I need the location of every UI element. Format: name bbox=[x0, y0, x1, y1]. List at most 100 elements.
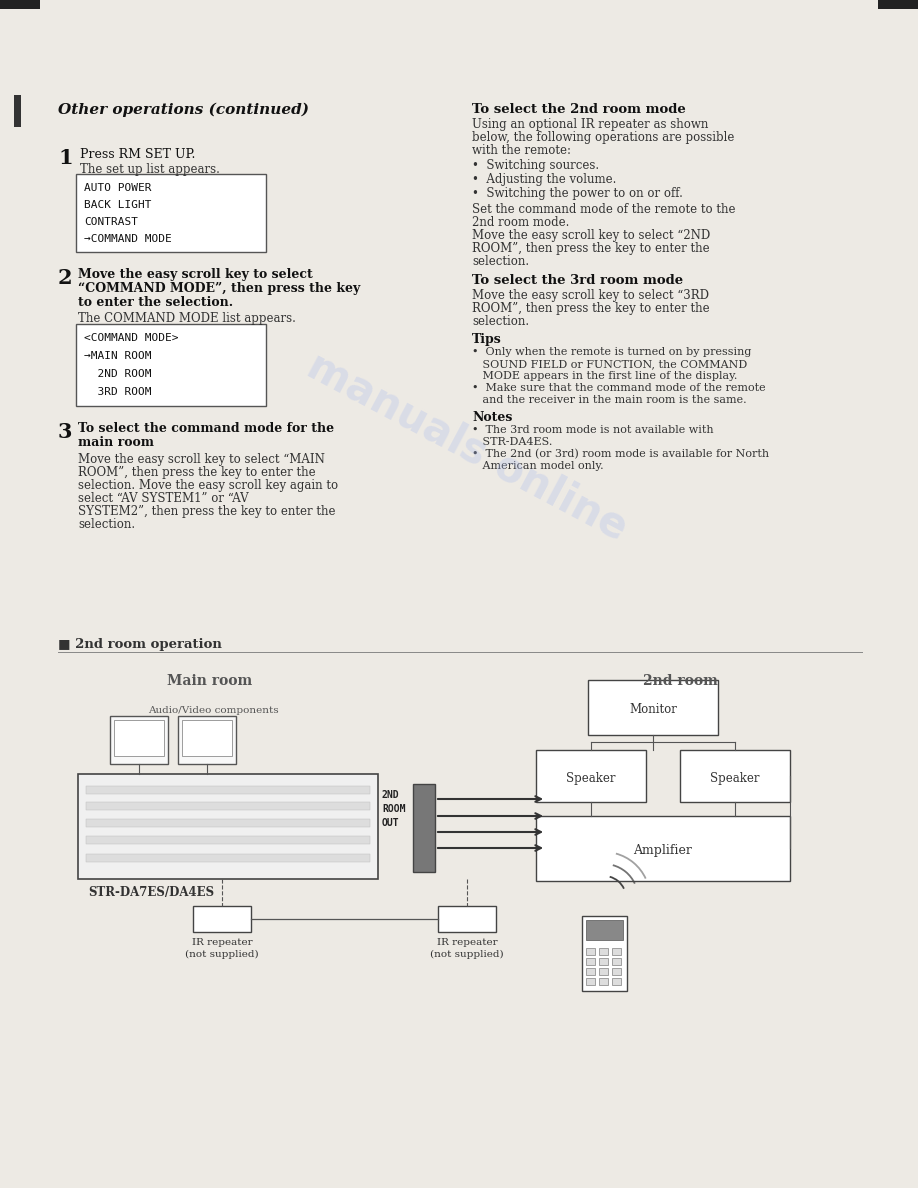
Text: Move the easy scroll key to select “3RD: Move the easy scroll key to select “3RD bbox=[472, 289, 709, 302]
Bar bbox=[536, 816, 790, 881]
Bar bbox=[586, 948, 595, 955]
Text: selection. Move the easy scroll key again to: selection. Move the easy scroll key agai… bbox=[78, 479, 338, 492]
Bar bbox=[438, 906, 496, 933]
Text: 3: 3 bbox=[58, 422, 73, 442]
Text: ROOM”, then press the key to enter the: ROOM”, then press the key to enter the bbox=[78, 466, 316, 479]
Text: to enter the selection.: to enter the selection. bbox=[78, 296, 233, 309]
Text: To select the command mode for the: To select the command mode for the bbox=[78, 422, 334, 435]
Bar bbox=[0, 0, 40, 10]
Bar bbox=[586, 920, 623, 940]
Text: Press RM SET UP.: Press RM SET UP. bbox=[80, 148, 196, 162]
Text: •  Adjusting the volume.: • Adjusting the volume. bbox=[472, 173, 616, 187]
Bar bbox=[86, 854, 370, 862]
Text: IR repeater: IR repeater bbox=[437, 939, 498, 947]
Text: BACK LIGHT: BACK LIGHT bbox=[84, 200, 151, 210]
Bar bbox=[612, 958, 621, 965]
Text: To select the 2nd room mode: To select the 2nd room mode bbox=[472, 103, 686, 116]
Bar bbox=[586, 978, 595, 985]
Text: Amplifier: Amplifier bbox=[633, 843, 692, 857]
Text: 2nd room: 2nd room bbox=[643, 674, 718, 688]
Bar bbox=[76, 324, 266, 406]
Text: selection.: selection. bbox=[472, 255, 529, 268]
Text: Tips: Tips bbox=[472, 333, 502, 346]
Text: American model only.: American model only. bbox=[472, 461, 604, 470]
Text: 2nd room mode.: 2nd room mode. bbox=[472, 216, 569, 229]
Bar bbox=[114, 720, 164, 756]
Bar bbox=[413, 784, 435, 872]
Text: Main room: Main room bbox=[167, 674, 252, 688]
Bar bbox=[582, 916, 627, 991]
Bar bbox=[86, 786, 370, 794]
Text: ■ 2nd room operation: ■ 2nd room operation bbox=[58, 638, 222, 651]
Bar bbox=[586, 968, 595, 975]
Bar bbox=[612, 968, 621, 975]
Bar bbox=[599, 948, 608, 955]
Text: Using an optional IR repeater as shown: Using an optional IR repeater as shown bbox=[472, 118, 709, 131]
Bar bbox=[86, 819, 370, 827]
Text: →COMMAND MODE: →COMMAND MODE bbox=[84, 234, 172, 244]
Text: Set the command mode of the remote to the: Set the command mode of the remote to th… bbox=[472, 203, 735, 216]
Bar bbox=[536, 750, 646, 802]
Text: →MAIN ROOM: →MAIN ROOM bbox=[84, 350, 151, 361]
Text: Speaker: Speaker bbox=[711, 772, 760, 785]
Text: •  The 2nd (or 3rd) room mode is available for North: • The 2nd (or 3rd) room mode is availabl… bbox=[472, 449, 769, 460]
Text: Move the easy scroll key to select “2ND: Move the easy scroll key to select “2ND bbox=[472, 229, 711, 242]
Text: 2ND ROOM: 2ND ROOM bbox=[84, 369, 151, 379]
Text: •  Switching the power to on or off.: • Switching the power to on or off. bbox=[472, 187, 683, 200]
Text: Move the easy scroll key to select: Move the easy scroll key to select bbox=[78, 268, 313, 282]
Text: (not supplied): (not supplied) bbox=[431, 950, 504, 959]
Text: with the remote:: with the remote: bbox=[472, 144, 571, 157]
Text: ROOM”, then press the key to enter the: ROOM”, then press the key to enter the bbox=[472, 242, 710, 255]
Bar bbox=[86, 836, 370, 843]
Bar bbox=[599, 968, 608, 975]
Text: STR-DA7ES/DA4ES: STR-DA7ES/DA4ES bbox=[88, 886, 214, 899]
Bar bbox=[86, 802, 370, 810]
Text: “COMMAND MODE”, then press the key: “COMMAND MODE”, then press the key bbox=[78, 282, 360, 295]
Text: 3RD ROOM: 3RD ROOM bbox=[84, 387, 151, 397]
Text: The COMMAND MODE list appears.: The COMMAND MODE list appears. bbox=[78, 312, 296, 326]
Bar bbox=[612, 948, 621, 955]
Text: Monitor: Monitor bbox=[629, 703, 677, 716]
Text: selection.: selection. bbox=[472, 315, 529, 328]
Bar bbox=[599, 978, 608, 985]
Text: •  Make sure that the command mode of the remote: • Make sure that the command mode of the… bbox=[472, 383, 766, 393]
Text: MODE appears in the first line of the display.: MODE appears in the first line of the di… bbox=[472, 371, 737, 381]
Bar bbox=[178, 716, 236, 764]
Text: Move the easy scroll key to select “MAIN: Move the easy scroll key to select “MAIN bbox=[78, 453, 325, 466]
Text: CONTRAST: CONTRAST bbox=[84, 217, 138, 227]
Text: 1: 1 bbox=[58, 148, 73, 168]
Text: •  Only when the remote is turned on by pressing: • Only when the remote is turned on by p… bbox=[472, 347, 751, 358]
Bar bbox=[110, 716, 168, 764]
Text: Speaker: Speaker bbox=[566, 772, 616, 785]
Text: 2ND: 2ND bbox=[382, 790, 399, 800]
Text: AUTO POWER: AUTO POWER bbox=[84, 183, 151, 192]
Bar bbox=[588, 680, 718, 735]
Text: The set up list appears.: The set up list appears. bbox=[80, 163, 220, 176]
Bar bbox=[182, 720, 232, 756]
Text: select “AV SYSTEM1” or “AV: select “AV SYSTEM1” or “AV bbox=[78, 492, 249, 505]
Text: Other operations (continued): Other operations (continued) bbox=[58, 103, 309, 118]
Text: and the receiver in the main room is the same.: and the receiver in the main room is the… bbox=[472, 394, 746, 405]
Text: ROOM”, then press the key to enter the: ROOM”, then press the key to enter the bbox=[472, 302, 710, 315]
Bar bbox=[193, 906, 251, 933]
Text: SOUND FIELD or FUNCTION, the COMMAND: SOUND FIELD or FUNCTION, the COMMAND bbox=[472, 359, 747, 369]
Text: OUT: OUT bbox=[382, 819, 399, 828]
Text: Audio/Video components: Audio/Video components bbox=[148, 706, 279, 715]
Text: •  The 3rd room mode is not available with: • The 3rd room mode is not available wit… bbox=[472, 425, 713, 435]
Text: STR-DA4ES.: STR-DA4ES. bbox=[472, 437, 553, 447]
Text: 2: 2 bbox=[58, 268, 73, 287]
Bar bbox=[76, 173, 266, 252]
Text: below, the following operations are possible: below, the following operations are poss… bbox=[472, 131, 734, 144]
Bar bbox=[586, 958, 595, 965]
Text: SYSTEM2”, then press the key to enter the: SYSTEM2”, then press the key to enter th… bbox=[78, 505, 335, 518]
Text: <COMMAND MODE>: <COMMAND MODE> bbox=[84, 333, 178, 343]
Bar bbox=[878, 0, 918, 10]
Bar bbox=[680, 750, 790, 802]
Text: •  Switching sources.: • Switching sources. bbox=[472, 159, 599, 172]
Text: selection.: selection. bbox=[78, 518, 135, 531]
Text: ROOM: ROOM bbox=[382, 804, 406, 814]
Text: To select the 3rd room mode: To select the 3rd room mode bbox=[472, 274, 683, 287]
Bar bbox=[14, 95, 21, 127]
Text: manuals online: manuals online bbox=[300, 345, 634, 549]
Text: IR repeater: IR repeater bbox=[192, 939, 252, 947]
